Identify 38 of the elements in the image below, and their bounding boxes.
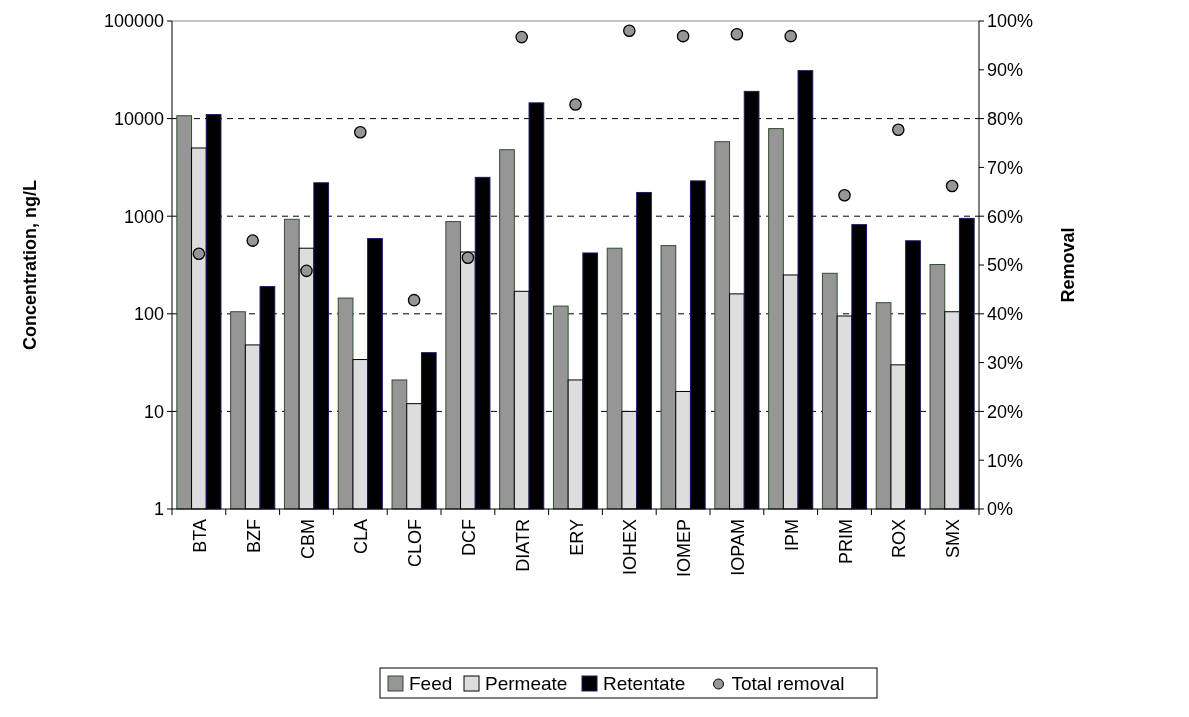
y-tick-label: 10000 <box>113 108 164 129</box>
y-axis-title: Concentration, ng/L <box>20 180 40 350</box>
y2-axis-title: Removal <box>1058 227 1078 303</box>
y2-tick-label: 0% <box>987 499 1014 520</box>
legend-label: Feed <box>409 673 453 694</box>
x-tick-label: DCF <box>458 519 479 556</box>
y2-tick-label: 10% <box>987 450 1024 471</box>
y-tick-label: 100000 <box>103 11 164 32</box>
y2-tick-label: 80% <box>987 108 1024 129</box>
legend-label: Total removal <box>731 673 845 694</box>
y2-tick-label: 40% <box>987 304 1024 325</box>
x-tick-label: ROX <box>889 519 910 559</box>
y2-tick-label: 60% <box>987 206 1024 227</box>
x-tick-label: DIATR <box>512 519 533 572</box>
x-tick-label: CLA <box>351 519 372 555</box>
y2-tick-label: 50% <box>987 255 1024 276</box>
y2-tick-label: 20% <box>987 401 1024 422</box>
x-tick-label: IOHEX <box>620 519 641 576</box>
x-tick-label: BTA <box>189 519 210 553</box>
x-tick-label: SMX <box>943 519 964 559</box>
x-tick-label: CLOF <box>405 519 426 568</box>
legend-label: Permeate <box>485 673 568 694</box>
y-tick-label: 1 <box>153 499 164 520</box>
x-tick-label: BZF <box>243 519 264 553</box>
y-tick-label: 1000 <box>123 206 164 227</box>
x-tick-label: PRIM <box>835 519 856 564</box>
y-tick-label: 10 <box>143 401 164 422</box>
x-tick-label: CBM <box>297 519 318 559</box>
y2-tick-label: 100% <box>987 11 1034 32</box>
legend-label: Retentate <box>603 673 686 694</box>
y2-tick-label: 70% <box>987 157 1024 178</box>
y2-tick-label: 90% <box>987 60 1024 81</box>
x-tick-label: ERY <box>566 519 587 556</box>
x-tick-label: IOPAM <box>727 519 748 576</box>
x-tick-label: IPM <box>781 519 802 552</box>
y-tick-label: 100 <box>133 304 164 325</box>
x-tick-label: IOMEP <box>674 519 695 578</box>
y2-tick-label: 30% <box>987 352 1024 373</box>
